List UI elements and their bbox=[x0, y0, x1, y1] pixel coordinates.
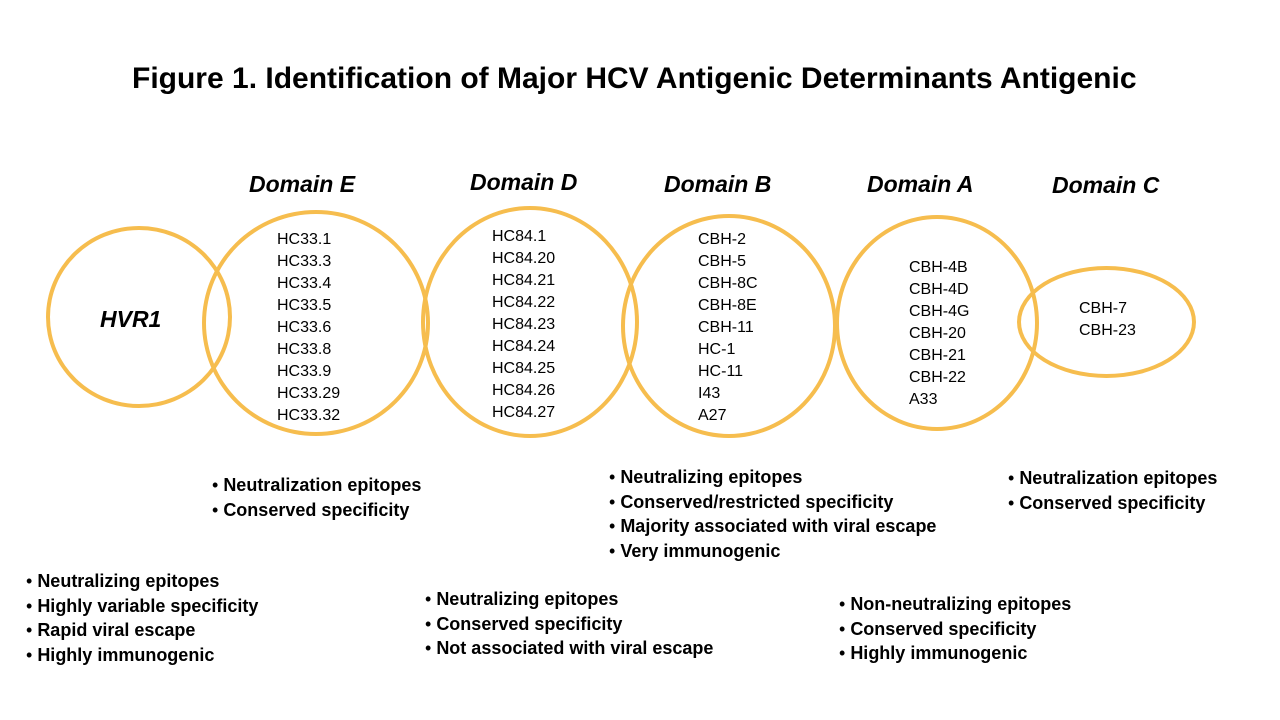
hvr1-features: Neutralizing epitopes Highly variable sp… bbox=[26, 569, 258, 667]
antibody-item: A27 bbox=[698, 407, 727, 424]
antibody-item: HC84.23 bbox=[492, 316, 556, 333]
domain-d-label: Domain D bbox=[470, 169, 578, 195]
feature-item: Conserved specificity bbox=[212, 498, 421, 523]
antibody-item: HC84.24 bbox=[492, 338, 556, 355]
antibody-item: HC84.1 bbox=[492, 228, 547, 245]
feature-item: Majority associated with viral escape bbox=[609, 514, 936, 539]
antibody-item: CBH-2 bbox=[698, 231, 747, 248]
antibody-item: CBH-20 bbox=[909, 325, 966, 342]
antibody-item: CBH-7 bbox=[1079, 300, 1128, 317]
antibody-item: HC-1 bbox=[698, 341, 736, 358]
antibody-item: CBH-4G bbox=[909, 303, 970, 320]
domain-d-features: Neutralizing epitopes Conserved specific… bbox=[425, 587, 713, 661]
domain-a-label: Domain A bbox=[867, 171, 974, 197]
domain-c-circle bbox=[1017, 266, 1196, 378]
figure-title: Figure 1. Identification of Major HCV An… bbox=[132, 62, 1137, 95]
domain-a-antibodies: CBH-4B CBH-4D CBH-4G CBH-20 CBH-21 CBH-2… bbox=[909, 257, 969, 411]
antibody-item: CBH-11 bbox=[698, 319, 754, 336]
feature-item: Non-neutralizing epitopes bbox=[839, 592, 1071, 617]
antibody-item: CBH-4B bbox=[909, 259, 968, 276]
antibody-item: HC84.27 bbox=[492, 404, 556, 421]
antibody-item: CBH-8C bbox=[698, 275, 758, 292]
antibody-item: HC84.22 bbox=[492, 294, 556, 311]
domain-c-antibodies: CBH-7 CBH-23 bbox=[1079, 298, 1136, 342]
feature-item: Neutralizing epitopes bbox=[609, 465, 936, 490]
antibody-item: HC33.1 bbox=[277, 231, 332, 248]
antibody-item: CBH-23 bbox=[1079, 322, 1136, 339]
feature-item: Neutralizing epitopes bbox=[425, 587, 713, 612]
feature-item: Conserved specificity bbox=[839, 617, 1071, 642]
antibody-item: HC-11 bbox=[698, 363, 744, 380]
antibody-item: HC33.32 bbox=[277, 407, 341, 424]
antibody-item: CBH-5 bbox=[698, 253, 747, 270]
antibody-item: A33 bbox=[909, 391, 938, 408]
domain-b-label: Domain B bbox=[664, 171, 772, 197]
feature-item: Rapid viral escape bbox=[26, 618, 258, 643]
antibody-item: CBH-22 bbox=[909, 369, 966, 386]
antibody-item: HC33.5 bbox=[277, 297, 332, 314]
antibody-item: HC84.21 bbox=[492, 272, 556, 289]
domain-a-features: Non-neutralizing epitopes Conserved spec… bbox=[839, 592, 1071, 666]
domain-c-label: Domain C bbox=[1052, 172, 1160, 198]
antibody-item: HC84.25 bbox=[492, 360, 556, 377]
antibody-item: CBH-21 bbox=[909, 347, 966, 364]
antibody-item: HC33.6 bbox=[277, 319, 332, 336]
antibody-item: CBH-4D bbox=[909, 281, 969, 298]
domain-e-antibodies: HC33.1 HC33.3 HC33.4 HC33.5 HC33.6 HC33.… bbox=[277, 229, 340, 427]
domain-d-antibodies: HC84.1 HC84.20 HC84.21 HC84.22 HC84.23 H… bbox=[492, 226, 555, 424]
domain-b-antibodies: CBH-2 CBH-5 CBH-8C CBH-8E CBH-11 HC-1 HC… bbox=[698, 229, 758, 427]
feature-item: Neutralization epitopes bbox=[1008, 466, 1217, 491]
domain-e-label: Domain E bbox=[249, 171, 356, 197]
antibody-item: CBH-8E bbox=[698, 297, 757, 314]
feature-item: Conserved specificity bbox=[425, 612, 713, 637]
hvr1-label: HVR1 bbox=[100, 306, 162, 332]
antibody-item: HC33.29 bbox=[277, 385, 341, 402]
feature-item: Conserved/restricted specificity bbox=[609, 490, 936, 515]
antibody-item: HC84.20 bbox=[492, 250, 556, 267]
feature-item: Not associated with viral escape bbox=[425, 636, 713, 661]
feature-item: Neutralizing epitopes bbox=[26, 569, 258, 594]
antibody-item: HC33.8 bbox=[277, 341, 332, 358]
antibody-item: HC33.9 bbox=[277, 363, 332, 380]
feature-item: Very immunogenic bbox=[609, 539, 936, 564]
antibody-item: HC33.3 bbox=[277, 253, 332, 270]
antibody-item: HC33.4 bbox=[277, 275, 332, 292]
feature-item: Highly immunogenic bbox=[839, 641, 1071, 666]
antibody-item: HC84.26 bbox=[492, 382, 556, 399]
feature-item: Highly immunogenic bbox=[26, 643, 258, 668]
feature-item: Highly variable specificity bbox=[26, 594, 258, 619]
feature-item: Conserved specificity bbox=[1008, 491, 1217, 516]
feature-item: Neutralization epitopes bbox=[212, 473, 421, 498]
domain-b-features: Neutralizing epitopes Conserved/restrict… bbox=[609, 465, 936, 563]
antibody-item: I43 bbox=[698, 385, 721, 402]
domain-c-features: Neutralization epitopes Conserved specif… bbox=[1008, 466, 1217, 515]
domain-e-features: Neutralization epitopes Conserved specif… bbox=[212, 473, 421, 522]
